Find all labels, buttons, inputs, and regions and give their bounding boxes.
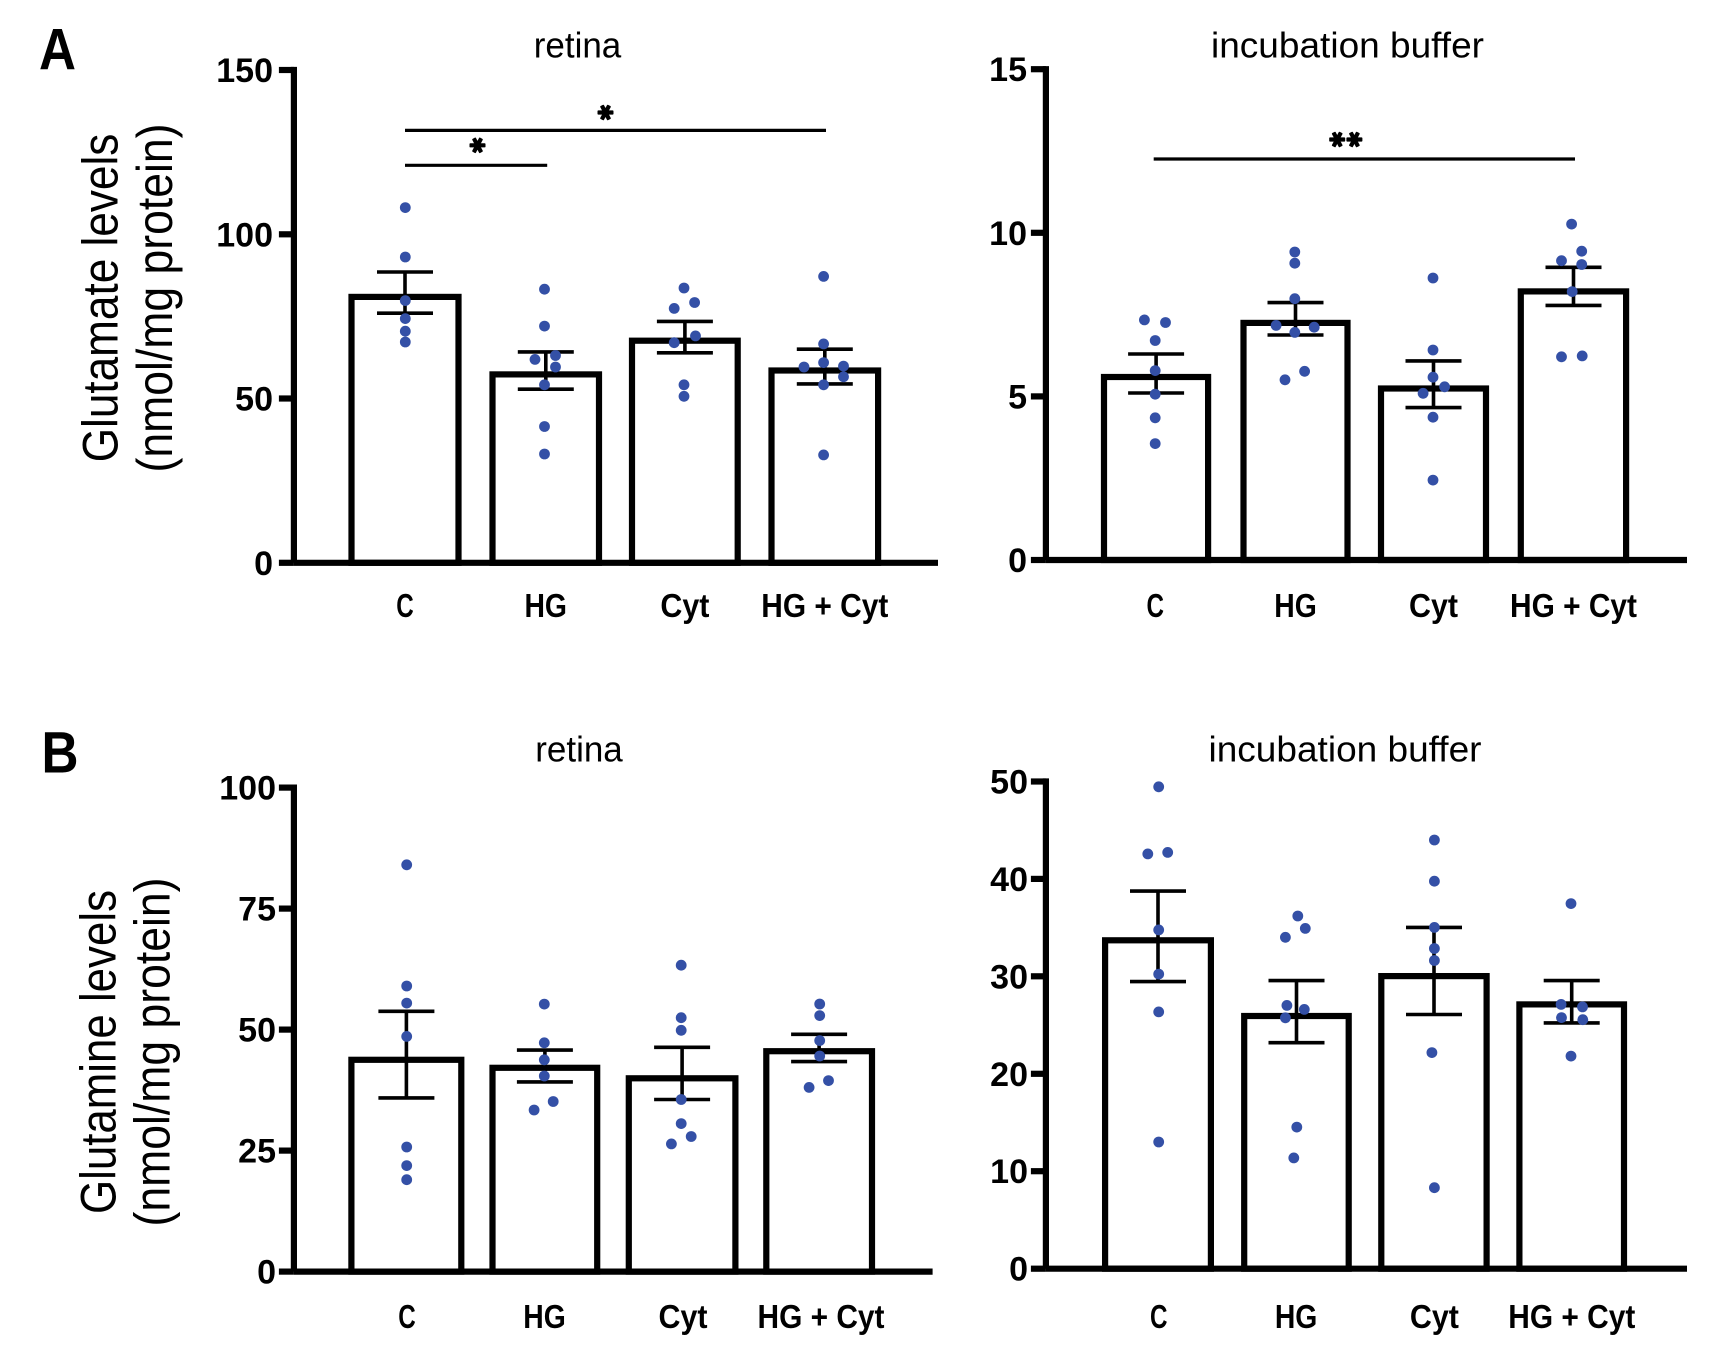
- svg-text:0: 0: [1008, 542, 1027, 580]
- svg-text:HG + Cyt: HG + Cyt: [1510, 587, 1637, 624]
- svg-text:0: 0: [1009, 1251, 1028, 1289]
- svg-text:(nmol/mg protein): (nmol/mg protein): [127, 124, 183, 473]
- svg-text:10: 10: [989, 215, 1027, 253]
- svg-text:10: 10: [990, 1153, 1028, 1191]
- svg-text:HG: HG: [1274, 587, 1317, 624]
- svg-text:HG: HG: [523, 1298, 566, 1335]
- svg-text:5: 5: [1008, 378, 1027, 416]
- svg-text:75: 75: [238, 891, 276, 929]
- svg-text:HG + Cyt: HG + Cyt: [758, 1298, 885, 1335]
- svg-text:retina: retina: [535, 729, 623, 770]
- svg-text:Glutamate levels: Glutamate levels: [73, 134, 129, 463]
- svg-text:A: A: [39, 18, 76, 83]
- svg-text:Cyt: Cyt: [660, 587, 709, 624]
- svg-text:0: 0: [254, 545, 273, 583]
- svg-text:100: 100: [216, 216, 273, 254]
- svg-text:C: C: [1150, 1298, 1168, 1335]
- svg-text:0: 0: [257, 1254, 276, 1292]
- svg-text:C: C: [398, 1298, 416, 1335]
- svg-text:40: 40: [990, 861, 1028, 899]
- svg-text:50: 50: [990, 764, 1028, 802]
- svg-text:retina: retina: [534, 24, 622, 65]
- svg-text:25: 25: [238, 1133, 276, 1171]
- svg-text:Glutamine levels: Glutamine levels: [71, 890, 127, 1214]
- svg-text:50: 50: [238, 1012, 276, 1050]
- svg-text:(nmol/mg protein): (nmol/mg protein): [125, 878, 181, 1227]
- svg-text:HG: HG: [1275, 1298, 1318, 1335]
- svg-text:C: C: [396, 587, 414, 624]
- svg-text:HG + Cyt: HG + Cyt: [1508, 1298, 1635, 1335]
- svg-text:50: 50: [235, 381, 273, 419]
- svg-text:Cyt: Cyt: [659, 1298, 708, 1335]
- svg-text:15: 15: [989, 51, 1027, 89]
- svg-text:C: C: [1147, 587, 1165, 624]
- svg-text:incubation buffer: incubation buffer: [1209, 729, 1482, 770]
- svg-text:B: B: [42, 721, 79, 786]
- svg-text:100: 100: [219, 770, 276, 808]
- svg-text:30: 30: [990, 958, 1028, 996]
- svg-text:20: 20: [990, 1056, 1028, 1094]
- svg-text:Cyt: Cyt: [1409, 587, 1458, 624]
- svg-text:HG + Cyt: HG + Cyt: [761, 587, 888, 624]
- svg-text:Cyt: Cyt: [1410, 1298, 1459, 1335]
- svg-text:incubation buffer: incubation buffer: [1211, 24, 1484, 65]
- svg-text:150: 150: [216, 52, 273, 90]
- svg-text:HG: HG: [524, 587, 567, 624]
